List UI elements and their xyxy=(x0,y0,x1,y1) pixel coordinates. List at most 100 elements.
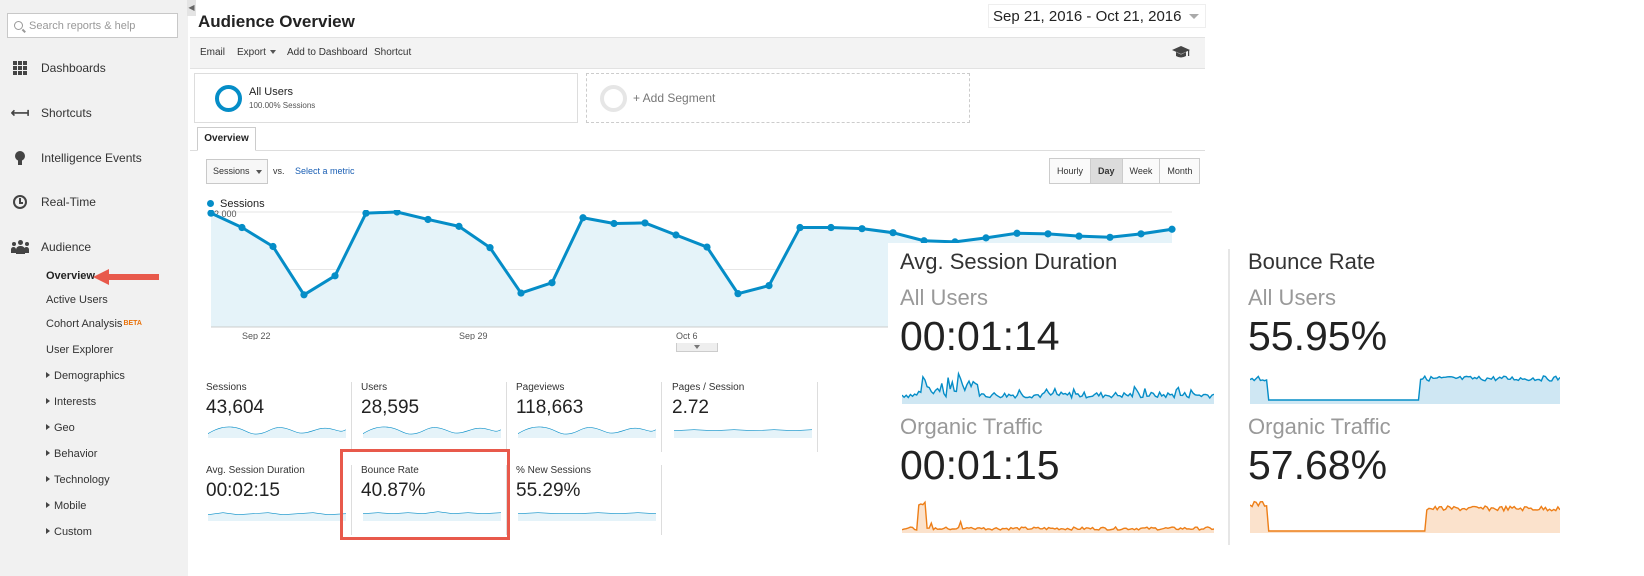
sessions-data-point xyxy=(827,223,835,232)
sidebar-collapse-button[interactable]: ◀ xyxy=(187,0,196,16)
sessions-data-point xyxy=(455,222,463,230)
period-week-button[interactable]: Week xyxy=(1123,159,1161,183)
select-metric-link[interactable]: Select a metric xyxy=(295,166,355,176)
scorecard-sparkline xyxy=(518,512,656,521)
sidebar-item-label: Audience xyxy=(41,240,92,254)
sidebar-item-user-explorer[interactable]: User Explorer xyxy=(46,344,114,356)
sidebar-item-demographics[interactable]: Demographics xyxy=(46,367,125,385)
sidebar-item-label: Dashboards xyxy=(41,61,106,75)
sessions-data-point xyxy=(331,272,339,280)
period-toggle: Hourly Day Week Month xyxy=(1049,158,1201,184)
sessions-data-point xyxy=(672,231,680,239)
sessions-data-point xyxy=(517,289,525,297)
expand-triangle-icon xyxy=(46,450,50,456)
sparkline-line xyxy=(902,370,1214,400)
scorecard-label: Avg. Session Duration xyxy=(206,465,305,476)
comparison-value: 57.68% xyxy=(1248,442,1388,488)
scorecard-label: Users xyxy=(361,382,388,393)
scorecard-value: 118,663 xyxy=(516,397,584,418)
segment-ring-icon xyxy=(215,85,242,112)
beta-badge: BETA xyxy=(123,320,142,327)
sidebar-item-custom[interactable]: Custom xyxy=(46,523,92,541)
chart-resize-handle[interactable] xyxy=(676,343,718,352)
sessions-data-point xyxy=(734,290,742,298)
period-month-button[interactable]: Month xyxy=(1167,166,1193,176)
sidebar-item-label: Demographics xyxy=(54,370,125,382)
scorecard-sparkline xyxy=(208,512,346,521)
date-range-picker[interactable]: Sep 21, 2016 - Oct 21, 2016 xyxy=(988,4,1207,28)
sidebar-item-audience[interactable]: Audience xyxy=(0,235,188,259)
scorecard-pageviews[interactable]: Pageviews 118,663 xyxy=(516,382,662,452)
graduation-cap-icon[interactable] xyxy=(1172,45,1190,59)
scorecard-sessions[interactable]: Sessions 43,604 xyxy=(206,382,352,452)
period-hourly-button[interactable]: Hourly xyxy=(1050,159,1092,183)
sessions-data-point xyxy=(1137,230,1145,238)
add-segment-button[interactable]: + Add Segment xyxy=(586,73,970,123)
sidebar-item-interests[interactable]: Interests xyxy=(46,393,96,411)
sidebar-item-geo[interactable]: Geo xyxy=(46,419,75,437)
sessions-data-point xyxy=(300,291,308,299)
scorecard-users[interactable]: Users 28,595 xyxy=(361,382,507,452)
x-tick-label: Sep 22 xyxy=(242,331,271,340)
sessions-data-point xyxy=(579,214,587,222)
sessions-data-point xyxy=(641,219,649,227)
sidebar-item-label: Cohort Analysis xyxy=(46,318,123,330)
clock-icon xyxy=(11,193,29,211)
sessions-data-point xyxy=(238,223,246,232)
segment-name: All Users xyxy=(249,86,294,98)
comparison-segment-label: Organic Traffic xyxy=(900,414,1043,439)
sparkline-area xyxy=(1250,376,1560,404)
sidebar-item-label: Intelligence Events xyxy=(41,151,142,165)
sessions-series-line xyxy=(210,210,1173,297)
segment-all-users[interactable]: All Users 100.00% Sessions xyxy=(194,73,578,123)
annotation-arrow-icon xyxy=(93,269,159,285)
period-day-button[interactable]: Day xyxy=(1091,159,1123,183)
scorecard-new-sessions[interactable]: % New Sessions 55.29% xyxy=(516,465,662,535)
sidebar-item-dashboards[interactable]: Dashboards xyxy=(0,56,188,80)
comparison-sparkline xyxy=(1250,374,1560,404)
comparison-segment-label: Organic Traffic xyxy=(1248,414,1391,439)
export-button[interactable]: Export xyxy=(237,47,276,58)
scorecard-pages-per-session[interactable]: Pages / Session 2.72 xyxy=(672,382,818,452)
scorecard-sparkline xyxy=(208,426,346,438)
sidebar-item-overview[interactable]: Overview xyxy=(46,270,95,282)
scorecard-avg-session-duration[interactable]: Avg. Session Duration 00:02:15 xyxy=(206,465,352,535)
email-button[interactable]: Email xyxy=(200,47,226,58)
sidebar-item-shortcuts[interactable]: ⟻ Shortcuts xyxy=(0,101,188,125)
empty-segment-ring-icon xyxy=(600,85,627,112)
shortcut-button[interactable]: Shortcut xyxy=(374,47,412,58)
sidebar-item-intelligence-events[interactable]: Intelligence Events xyxy=(0,146,188,170)
sidebar-item-real-time[interactable]: Real-Time xyxy=(0,190,188,214)
tab-overview[interactable]: Overview xyxy=(197,127,256,151)
scorecard-label: % New Sessions xyxy=(516,465,592,476)
sessions-data-point xyxy=(765,282,773,290)
tab-divider xyxy=(190,150,1205,151)
metric-select[interactable]: Sessions xyxy=(206,159,268,184)
people-icon xyxy=(11,238,29,256)
sidebar-item-behavior[interactable]: Behavior xyxy=(46,445,97,463)
sessions-data-point xyxy=(548,279,556,287)
add-to-dashboard-button[interactable]: Add to Dashboard xyxy=(287,47,368,58)
sidebar-item-label: Technology xyxy=(54,474,110,486)
search-input[interactable] xyxy=(29,19,169,32)
sidebar-item-label: Geo xyxy=(54,422,75,434)
vs-label: vs. xyxy=(273,166,285,176)
sidebar-item-mobile[interactable]: Mobile xyxy=(46,497,86,515)
scorecard-bounce-rate[interactable]: Bounce Rate 40.87% xyxy=(361,465,507,535)
scorecard-value: 2.72 xyxy=(672,397,709,418)
sparkline-line xyxy=(1250,374,1560,401)
sidebar-item-technology[interactable]: Technology xyxy=(46,471,110,489)
sidebar-item-active-users[interactable]: Active Users xyxy=(46,294,108,306)
chevron-down-icon xyxy=(1189,13,1200,19)
sessions-data-point xyxy=(1075,232,1083,240)
sessions-data-point xyxy=(796,223,804,232)
comparison-value: 00:01:14 xyxy=(900,313,1060,359)
sessions-data-point xyxy=(393,210,401,216)
sessions-data-point xyxy=(424,215,432,224)
search-icon xyxy=(14,21,23,30)
legend-marker xyxy=(207,200,214,207)
segment-sessions-share: 100.00% Sessions xyxy=(249,101,316,110)
search-box[interactable] xyxy=(7,13,178,38)
sidebar-item-cohort-analysis[interactable]: Cohort AnalysisBETA xyxy=(46,315,142,333)
expand-triangle-icon xyxy=(46,424,50,430)
